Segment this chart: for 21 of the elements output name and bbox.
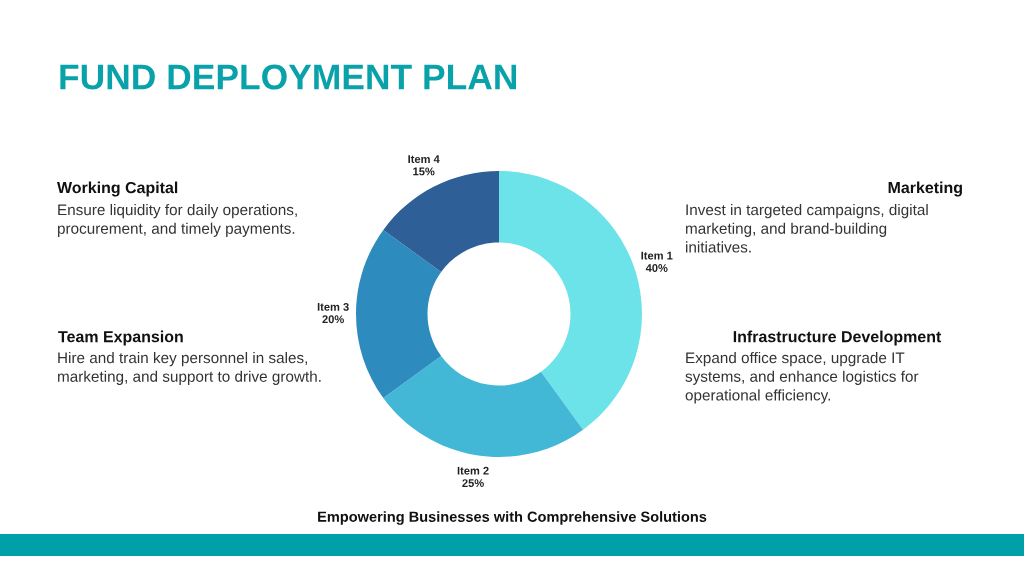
text: Marketing [888,181,962,197]
text: Ensure liquidity for daily operations, procurement, and timely payments. [57,204,297,237]
chart-title: FUND DEPLOYMENT PLAN [60,64,517,90]
slice-label: Item 1 [641,251,673,260]
text: Infrastructure Development [733,330,942,346]
slice-label: Item 4 [408,155,440,163]
data-label: 15% [413,167,435,176]
text: Invest in targeted campaigns, digital marketing, and brand-building initiatives. [686,204,928,253]
donut-slice [383,356,584,457]
text: Team Expansion [58,330,183,346]
text: Empowering Businesses with Comprehensive Solutions [318,511,707,525]
data-label: 40% [645,264,668,272]
text: Working Capital [57,181,178,197]
donut-slice [499,171,642,430]
text: Hire and train key personnel in sales, marketing, and support to drive growth. [58,352,321,385]
data-label: 20% [322,315,344,324]
donut-slice [356,229,442,399]
data-label: 25% [462,479,484,488]
text: Expand office space, upgrade IT systems, and enhance logistics for operational efficiency. [685,352,919,404]
slice-label: Item 2 [457,466,489,475]
slice-label: Item 3 [317,302,349,311]
